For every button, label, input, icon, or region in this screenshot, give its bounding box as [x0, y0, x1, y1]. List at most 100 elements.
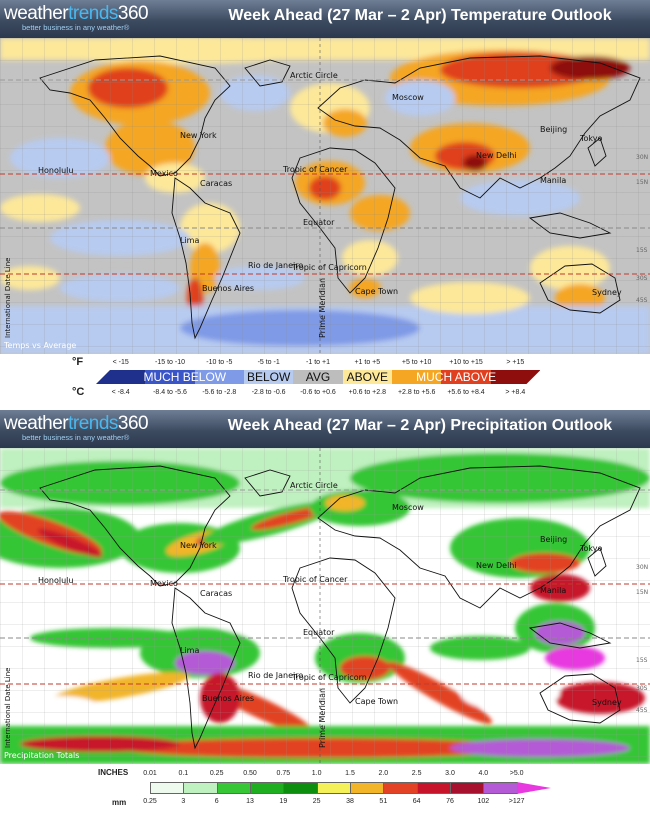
temperature-color-swatch	[491, 370, 541, 384]
celsius-range-label: < -8.4	[111, 389, 130, 396]
city-label: Caracas	[200, 589, 232, 598]
temps-vs-average-label: Temps vs Average	[3, 341, 76, 350]
mm-tick-label: 3	[181, 798, 186, 805]
unit-mm: mm	[112, 798, 127, 807]
city-label: Beijing	[540, 125, 567, 134]
landmass-outline	[528, 212, 612, 239]
celsius-range-label: -0.6 to +0.6	[300, 389, 336, 396]
landmass-outline	[528, 622, 612, 649]
precipitation-legend: INCHES mm 0.01 0.1 0.25 0.50 0.75 1.0 1.5 2.0 2.…	[0, 764, 650, 818]
city-label: Sydney	[592, 288, 622, 297]
reference-line-label: Arctic Circle	[290, 71, 338, 80]
temperature-header: weathertrends360 better business in any …	[0, 0, 650, 38]
precipitation-color-swatch	[316, 782, 351, 794]
celsius-range-label: -8.4 to -5.6	[153, 389, 187, 396]
city-label: Buenos Aires	[202, 694, 254, 703]
temperature-color-swatch	[96, 370, 146, 384]
temperature-color-swatch	[244, 370, 294, 384]
landmass-outline	[539, 263, 621, 314]
landmass-outline	[171, 587, 241, 750]
latitude-tick: 15N	[636, 179, 648, 186]
temperature-color-swatch	[145, 370, 196, 384]
latitude-tick: 15S	[636, 247, 648, 254]
temperature-category-label: ABOVE	[346, 370, 388, 384]
temperature-color-swatch	[293, 370, 344, 384]
reference-line-label: Equator	[303, 218, 335, 227]
city-label: New Delhi	[476, 151, 517, 160]
temperature-category-label: AVG	[305, 370, 331, 384]
reference-line-label: Tropic of Cancer	[282, 165, 348, 174]
fahrenheit-range-label: +10 to +15	[449, 359, 483, 366]
celsius-range-label: +5.6 to +8.4	[447, 389, 485, 396]
reference-line-label: Tropic of Cancer	[282, 575, 348, 584]
landmass-outline	[317, 55, 641, 199]
date-line-label: International Date Line	[4, 258, 12, 338]
city-label: Mexico	[150, 579, 178, 588]
celsius-range-label: -5.6 to -2.8	[202, 389, 237, 396]
inches-tick-label: 0.75	[276, 770, 291, 777]
city-label: Cape Town	[355, 287, 398, 296]
precipitation-color-swatch	[483, 782, 518, 794]
city-label: Buenos Aires	[202, 284, 254, 293]
reference-line-label: Tropic of Capricorn	[291, 263, 367, 272]
precipitation-totals-label: Precipitation Totals	[4, 751, 79, 760]
temperature-map: Honolulu New York Mexico Caracas Lima Rio de …	[0, 38, 650, 354]
landmass-outline	[39, 465, 231, 587]
latitude-tick: 30S	[636, 275, 648, 282]
city-label: Honolulu	[38, 166, 73, 175]
mm-tick-label: 6	[214, 798, 219, 805]
precipitation-color-swatch	[250, 782, 285, 794]
city-label: Caracas	[200, 179, 232, 188]
celsius-range-label: +2.8 to +5.6	[397, 389, 436, 396]
latitude-tick: 15N	[636, 589, 648, 596]
landmass-outline	[39, 55, 231, 177]
mm-tick-label: 64	[412, 798, 421, 805]
precipitation-color-swatch	[216, 782, 251, 794]
latitude-tick: 30N	[636, 154, 648, 161]
mm-tick-label: 38	[346, 798, 354, 805]
city-label: Rio de Janeiro	[248, 261, 303, 270]
mm-tick-label: 0.25	[143, 798, 157, 805]
city-label: Sydney	[592, 698, 622, 707]
landmass-outline	[317, 465, 641, 609]
city-label: Moscow	[392, 503, 424, 512]
city-label: Lima	[180, 646, 199, 655]
inches-tick-label: 2.5	[411, 770, 422, 777]
prime-meridian-label: Prime Meridian	[318, 688, 327, 748]
reference-line-label: Arctic Circle	[290, 481, 338, 490]
city-label: Moscow	[392, 93, 424, 102]
precipitation-header: weathertrends360 better business in any …	[0, 410, 650, 448]
weathertrends-logo: weathertrends360 better business in any …	[4, 3, 149, 32]
landmass-outline	[244, 469, 291, 497]
fahrenheit-range-label: -5 to -1	[257, 359, 280, 366]
celsius-range-label: +0.6 to +2.8	[348, 389, 387, 396]
city-label: Manila	[540, 586, 566, 595]
city-label: Tokyo	[579, 134, 603, 143]
city-label: Honolulu	[38, 576, 73, 585]
mm-tick-label: 51	[379, 798, 388, 805]
latitude-tick: 30N	[636, 564, 648, 571]
fahrenheit-range-label: -10 to -5	[206, 359, 233, 366]
landmass-outline	[291, 557, 396, 704]
landmass-outline	[291, 147, 396, 294]
landmass-outline	[171, 177, 241, 340]
precipitation-color-swatch	[183, 782, 218, 794]
latitude-tick: 45S	[636, 297, 648, 304]
inches-tick-label: 0.50	[243, 770, 257, 777]
reference-line-label: Tropic of Capricorn	[291, 673, 367, 682]
unit-celsius: °C	[72, 386, 85, 398]
temperature-outlook-panel: weathertrends360 better business in any …	[0, 0, 650, 408]
latitude-tick: 30S	[636, 685, 648, 692]
city-label: Manila	[540, 176, 566, 185]
mm-tick-label: 13	[246, 798, 254, 805]
temperature-color-swatch	[194, 370, 245, 384]
city-label: New York	[180, 131, 217, 140]
temperature-category-label: MUCH BELOW	[143, 370, 227, 384]
city-label: Tokyo	[579, 544, 603, 553]
prime-meridian-label: Prime Meridian	[318, 278, 327, 338]
inches-tick-label: 4.0	[478, 770, 489, 777]
fahrenheit-range-label: > +15	[506, 359, 525, 366]
city-label: Beijing	[540, 535, 567, 544]
mm-tick-label: >127	[508, 798, 525, 805]
inches-tick-label: 0.25	[209, 770, 224, 777]
